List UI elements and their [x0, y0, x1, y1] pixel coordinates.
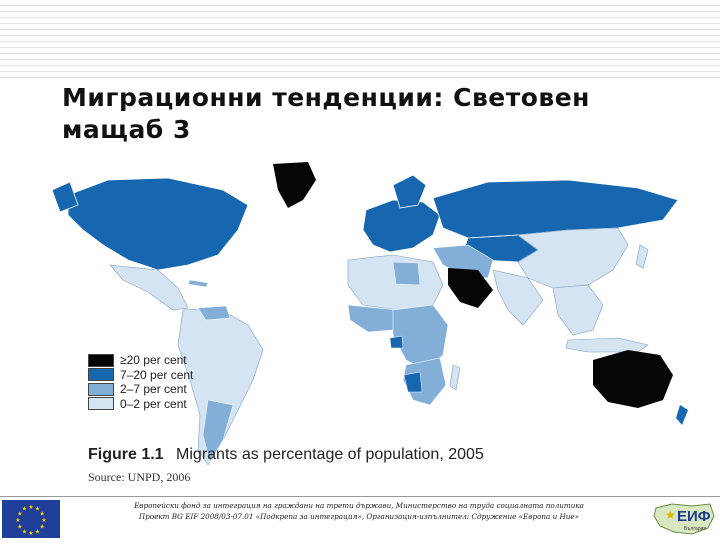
world-map-svg: [51, 162, 688, 466]
svg-text:★: ★: [35, 506, 40, 513]
legend-item: 2–7 per cent: [88, 382, 193, 396]
region-alaska: [51, 181, 79, 213]
slide-title: Миграционни тенденции: Световен мащаб 3: [62, 83, 590, 144]
svg-text:★: ★: [35, 528, 40, 535]
svg-text:★: ★: [22, 506, 27, 513]
svg-text:★: ★: [15, 517, 20, 524]
eif-logo-subtext: България: [684, 526, 707, 532]
region-middle-east: [432, 244, 494, 279]
svg-text:★: ★: [40, 510, 45, 517]
region-argentina: [202, 399, 234, 463]
legend-swatch: [88, 368, 114, 381]
region-south-asia: [492, 269, 544, 326]
region-indonesia: [565, 337, 649, 353]
legend-swatch: [88, 353, 114, 367]
svg-text:★: ★: [28, 504, 33, 511]
region-north-america: [67, 177, 249, 271]
eu-flag-icon: ★ ★ ★ ★ ★ ★ ★ ★ ★ ★ ★ ★: [2, 500, 60, 538]
region-caribbean: [187, 279, 209, 288]
legend-label: 2–7 per cent: [120, 382, 187, 396]
region-namibia: [403, 371, 423, 393]
svg-text:★: ★: [17, 524, 22, 531]
region-australia: [593, 350, 673, 408]
svg-text:★: ★: [28, 530, 33, 537]
map-legend: ≥20 per cent 7–20 per cent 2–7 per cent …: [88, 353, 193, 411]
footer-line-2: Проект BG EIF 2008/03-07.01 «Подкрепа за…: [138, 512, 580, 521]
region-china: [517, 227, 629, 289]
region-southeast-asia: [552, 284, 604, 336]
legend-label: 0–2 per cent: [120, 396, 187, 411]
legend-label: ≥20 per cent: [120, 353, 187, 367]
svg-text:★: ★: [17, 510, 22, 517]
eu-stars-icon: ★ ★ ★ ★ ★ ★ ★ ★ ★ ★ ★ ★: [15, 504, 46, 537]
region-scandinavia: [392, 174, 427, 209]
svg-text:★: ★: [22, 528, 27, 535]
region-new-zealand: [676, 405, 688, 425]
region-mexico-central-america: [109, 264, 189, 311]
svg-text:★: ★: [41, 517, 46, 524]
svg-text:★: ★: [665, 508, 676, 522]
region-venezuela: [197, 305, 231, 321]
world-map: [48, 160, 708, 490]
legend-item: ≥20 per cent: [88, 353, 193, 367]
eif-logo-text: ЕИФ: [677, 508, 711, 525]
header-stripes: [0, 0, 720, 80]
footer-bar: [0, 496, 720, 541]
region-southern-africa: [402, 357, 447, 406]
region-russia: [432, 179, 679, 239]
eif-logo: ★: [652, 498, 718, 540]
figure-title: Migrants as percentage of population, 20…: [176, 446, 484, 463]
region-gabon: [389, 335, 404, 349]
legend-item: 7–20 per cent: [88, 368, 193, 382]
region-arabian-peninsula: [448, 268, 493, 308]
region-libya: [392, 261, 421, 286]
legend-label: 7–20 per cent: [120, 367, 194, 382]
figure-number: Figure 1.1: [88, 446, 164, 463]
footer-line-1: Европейски фонд за интеграция на граждан…: [134, 501, 584, 510]
region-madagascar: [449, 364, 461, 391]
region-greenland: [273, 162, 316, 208]
bulgaria-map-icon: ★: [653, 503, 715, 535]
footer-text: Европейски фонд за интеграция на граждан…: [64, 500, 654, 522]
figure-caption: Figure 1.1 Migrants as percentage of pop…: [88, 446, 484, 464]
region-japan: [635, 244, 649, 269]
svg-text:★: ★: [40, 524, 45, 531]
region-west-africa: [347, 304, 399, 333]
figure-source: Source: UNPD, 2006: [88, 470, 191, 484]
legend-swatch: [88, 397, 114, 410]
legend-swatch: [88, 382, 114, 396]
legend-item: 0–2 per cent: [88, 397, 193, 411]
